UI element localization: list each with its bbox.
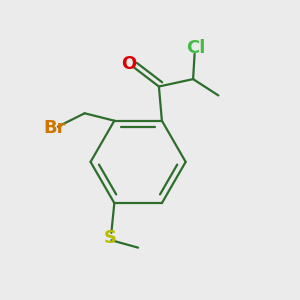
Text: Br: Br <box>43 119 65 137</box>
Text: O: O <box>121 55 136 73</box>
Text: S: S <box>104 229 117 247</box>
Text: Cl: Cl <box>186 40 206 58</box>
